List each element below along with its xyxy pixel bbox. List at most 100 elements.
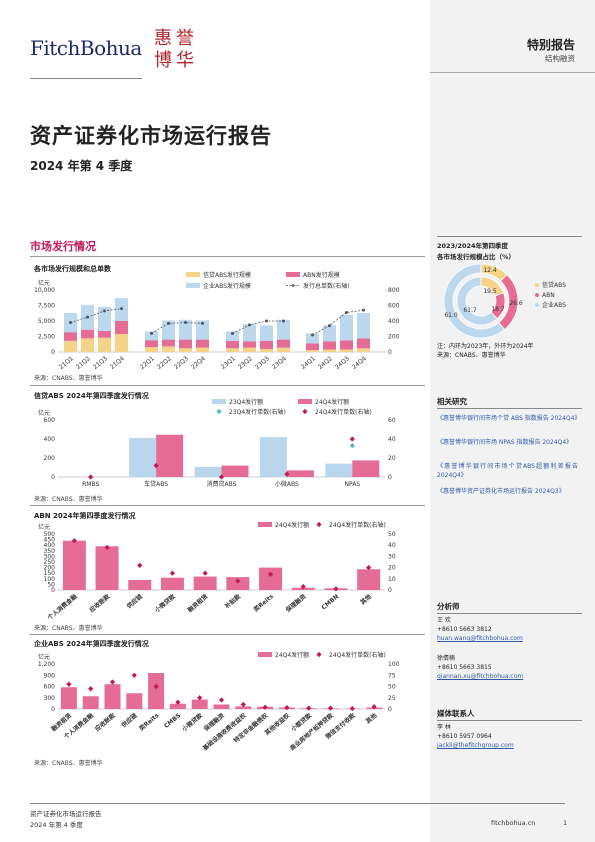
stacked-bar-segment [145, 331, 158, 341]
y-tick-label: 0 [51, 349, 55, 356]
sidebar-divider [437, 613, 582, 614]
analyst-phone: +8610 5663 3812 [437, 626, 492, 633]
count-point [150, 331, 153, 335]
stacked-bar-segment [323, 325, 336, 342]
bar-24q4 [213, 704, 230, 709]
y2-tick-label: 0 [388, 349, 392, 356]
count-point [345, 310, 348, 314]
x-tick-label: 22Q2 [156, 355, 173, 371]
stacked-bar-segment [277, 339, 290, 348]
legend-swatch [291, 284, 295, 287]
stacked-bar-segment [162, 339, 175, 347]
legend-label: 23Q4发行单数(右轴) [229, 408, 286, 416]
legend-label: 24Q4发行单数(右轴) [329, 521, 386, 529]
sidebar-divider [437, 408, 582, 409]
stacked-bar-segment [243, 324, 256, 342]
stacked-bar-segment [277, 319, 290, 340]
analyst-phone: +8610 5663 3815 [437, 664, 492, 671]
legend-swatch [258, 522, 272, 527]
legend-swatch [186, 283, 200, 288]
count-24q4-marker [131, 672, 137, 678]
count-point [231, 331, 234, 335]
related-link[interactable]: 《惠誉博华资产证券化市场运行报告 2024Q3》 [437, 488, 565, 495]
x-tick-label: 21Q1 [58, 355, 75, 371]
stacked-bar-segment [145, 347, 158, 352]
stacked-bar-segment [196, 347, 209, 352]
bar-24q4 [160, 577, 184, 590]
count-24q4-marker [153, 683, 159, 690]
footer-divider [30, 803, 565, 804]
sidebar-panel [430, 0, 595, 842]
stacked-bar-segment [306, 343, 319, 351]
y2-tick-label: 800 [388, 287, 400, 294]
stacked-bar-segment [179, 319, 192, 340]
analyst-email[interactable]: qiannan.xu@fitchbohua.com [437, 673, 524, 680]
bar-24q4 [128, 579, 152, 590]
count-24q4-marker [300, 584, 306, 590]
x-tick-label: 补贴款 [222, 592, 242, 611]
related-link[interactable]: 《惠誉博华银行间市场个贷 ABS 指数报告 2024Q4》 [437, 415, 581, 422]
stacked-bar-segment [260, 348, 273, 352]
x-tick-label: 类Reits [137, 711, 160, 732]
pie-inner-label: 61.7 [463, 307, 477, 314]
legend-swatch [316, 521, 322, 528]
x-tick-label: CMBS [163, 712, 182, 730]
y2-tick-label: 0 [388, 587, 392, 594]
bar-24q4 [259, 567, 283, 590]
y-tick-label: 0 [51, 474, 55, 481]
legend-label: 信贷ABS发行规模 [203, 271, 251, 279]
section-title: 市场发行情况 [30, 240, 96, 253]
bar-24q4 [156, 434, 184, 477]
related-link[interactable]: 《惠誉博华银行间市场个贷ABS超额利差报告2024Q4》 [437, 463, 578, 479]
y-tick-label: 150 [44, 570, 56, 577]
svg-text:惠: 惠 [154, 28, 172, 49]
x-tick-label: 消费贷ABS [207, 480, 237, 488]
related-link[interactable]: 《惠誉博华银行间市场 NPAS 指数报告 2024Q4》 [437, 439, 573, 446]
pie-outer-label: 12.4 [483, 267, 497, 274]
footer-site[interactable]: fitchbohua.cn [491, 819, 536, 827]
count-24q4-marker [366, 565, 372, 571]
media-email[interactable]: jackli@thefitchgroup.com [437, 742, 514, 749]
pie-title-line1: 2023/2024年第四季度 [437, 242, 509, 250]
page-number: 1 [563, 819, 568, 827]
count-24q4-marker [240, 701, 246, 708]
page-subtitle: 2024 年第 4 季度 [30, 159, 133, 173]
brand-seal: 惠 誉 博 华 [154, 28, 194, 71]
logo-divider [30, 78, 142, 79]
pie-outer-slice [443, 263, 506, 339]
legend-label: 24Q4发行额 [275, 521, 309, 529]
stacked-bar-segment [357, 312, 370, 339]
x-tick-label: 其他 [364, 711, 378, 725]
legend-label: 24Q4发行单数(右轴) [329, 651, 386, 659]
count-24q4-marker [175, 699, 181, 705]
analyst-email[interactable]: huan.wang@fitchbohua.com [437, 635, 523, 642]
y2-tick-label: 75 [388, 672, 396, 679]
brand-logo-text: FitchBohua [30, 36, 142, 60]
x-tick-label: 应收账款 [88, 592, 112, 614]
footer-report-name: 资产证券化市场运行报告 [30, 810, 102, 818]
pie-title-line2: 各市场发行规模占比（%） [437, 253, 516, 261]
bar-24q4 [60, 687, 77, 709]
y-tick-label: 200 [44, 565, 56, 572]
count-24q4-marker [218, 697, 225, 703]
divider [30, 385, 425, 386]
bar-24q4 [126, 693, 143, 709]
chart4-svg: 24Q4发行额 24Q4发行单数(右轴) 亿元 0 300 600 900 1,200 0 25 5… [38, 651, 400, 753]
stacked-bar-segment [260, 325, 273, 341]
y-tick-label: 0 [51, 706, 55, 713]
count-24q4-marker [88, 686, 94, 692]
footer-period: 2024 年第 4 季度 [30, 821, 83, 829]
stacked-bar-segment [115, 334, 128, 352]
media-title: 媒体联系人 [437, 709, 475, 718]
count-24q4-marker [284, 705, 290, 711]
x-tick-label: 24Q3 [334, 355, 351, 371]
y2-tick-label: 0 [388, 474, 392, 481]
pie-legend-marker [535, 303, 539, 307]
stacked-bar-segment [243, 347, 256, 352]
count-24q4-marker [104, 544, 110, 551]
stacked-bar-segment [64, 332, 77, 341]
legend-swatch [302, 408, 308, 415]
x-tick-label: CMBN [320, 593, 340, 611]
chart4-title: 企业ABS 2024年第四季度发行情况 [34, 640, 149, 648]
pie-legend-label: ABN [542, 292, 555, 299]
